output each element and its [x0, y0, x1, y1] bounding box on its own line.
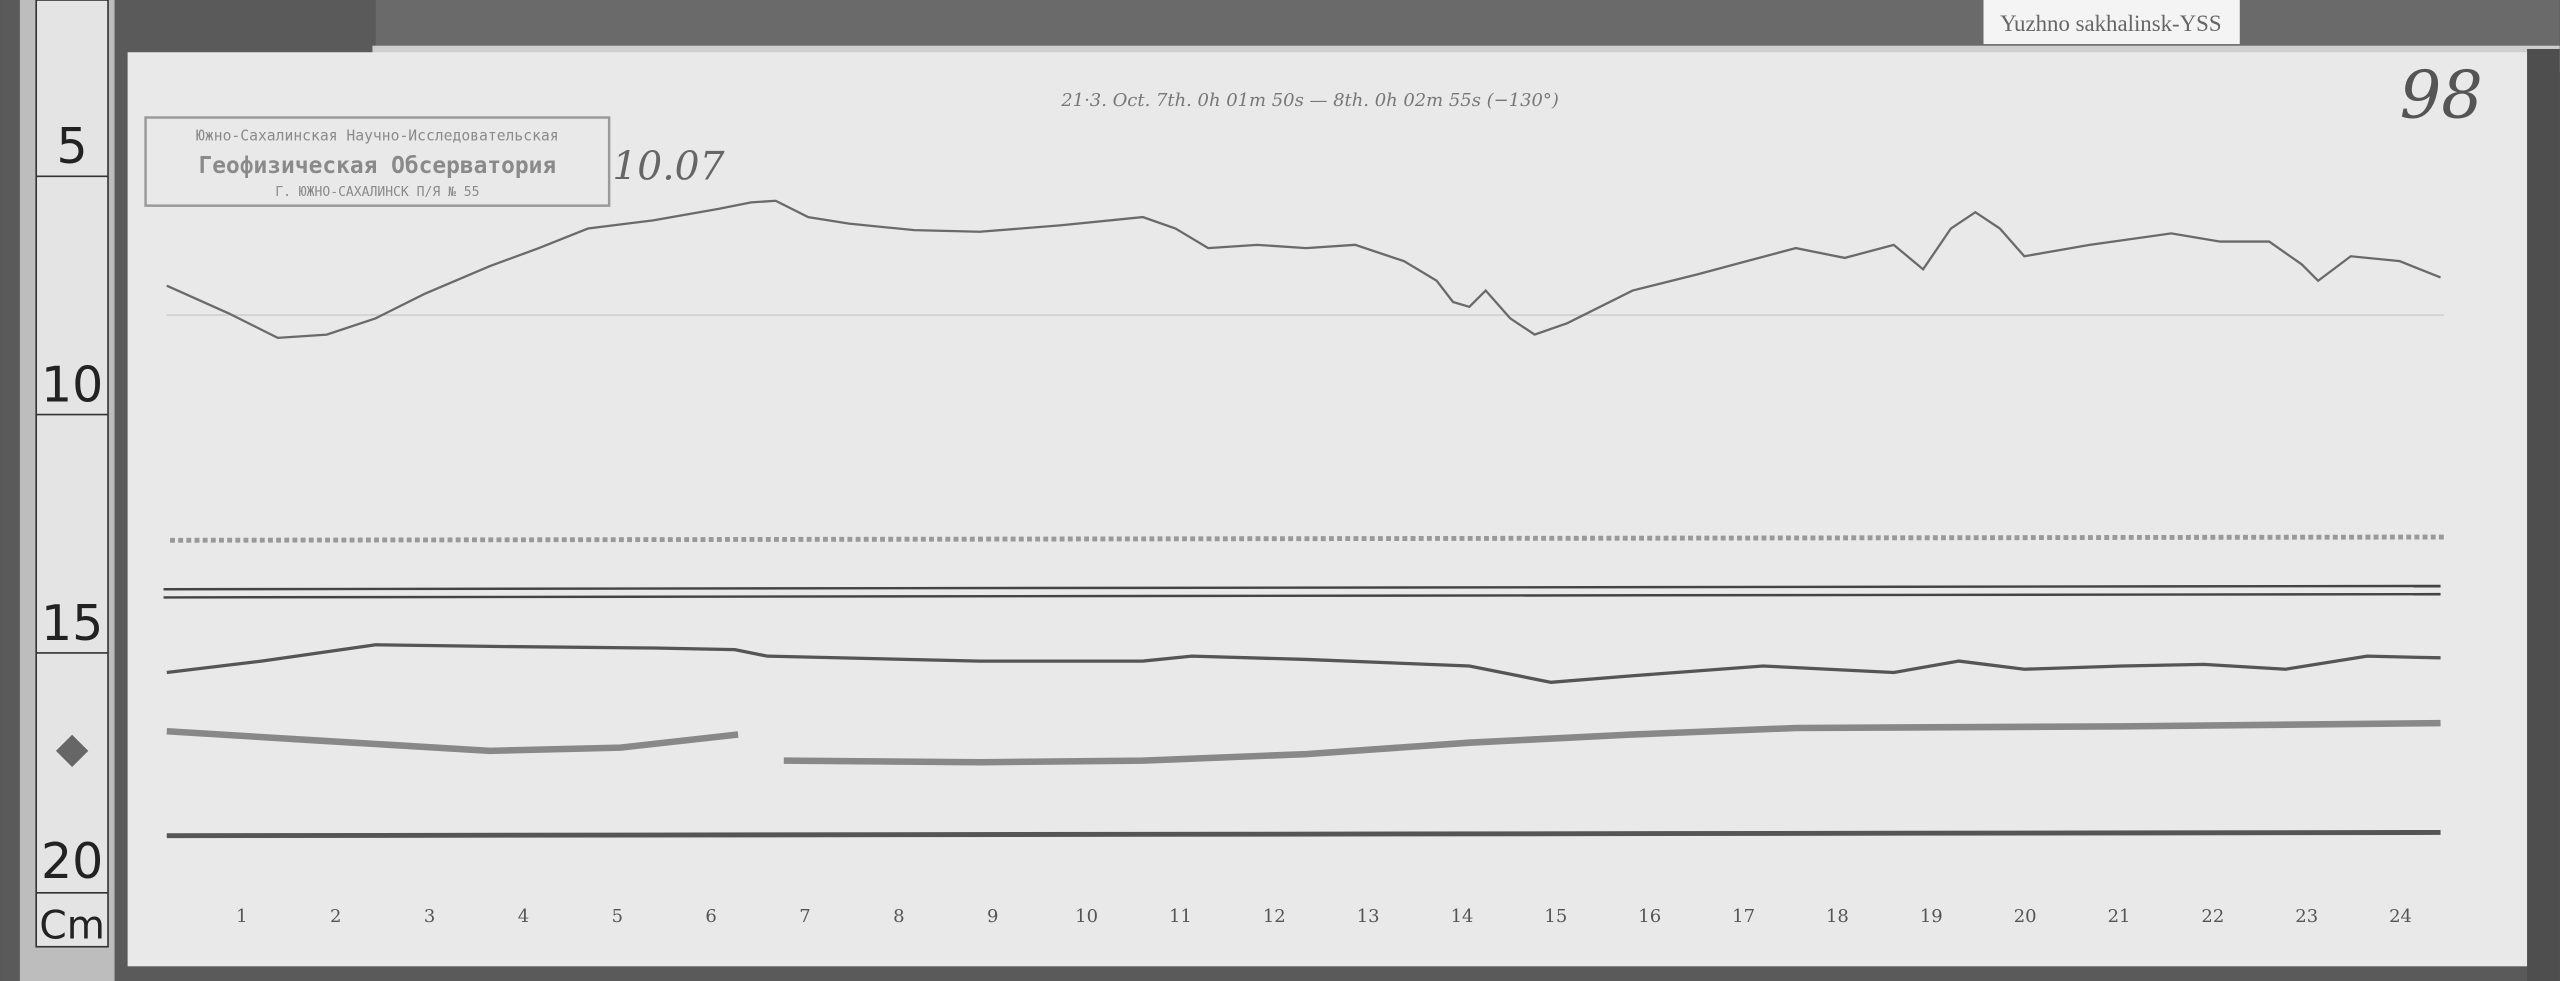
trace-middle — [166, 643, 2441, 684]
ruler-mark-10: 10 — [41, 357, 103, 414]
hour-label: 9 — [987, 906, 998, 927]
hour-label: 24 — [2389, 906, 2412, 927]
hour-label: 23 — [2295, 906, 2318, 927]
stamp-line-3: Г. ЮЖНО-САХАЛИНСК П/Я № 55 — [275, 185, 479, 200]
hour-label: 4 — [518, 906, 529, 927]
hour-label: 21 — [2108, 906, 2131, 927]
ruler-unit: Cm — [39, 904, 104, 949]
ruler-mark-20: 20 — [41, 833, 103, 890]
hour-label: 12 — [1263, 906, 1286, 927]
station-label-card — [1983, 0, 2240, 45]
hour-label: 14 — [1451, 906, 1474, 927]
handwritten-note: 21·3. Oct. 7th. 0h 01m 50s — 8th. 0h 02m… — [1060, 90, 1559, 111]
hour-label: 18 — [1826, 906, 1849, 927]
hour-label: 7 — [799, 906, 810, 927]
ruler-mark-15: 15 — [41, 595, 103, 652]
hour-label: 17 — [1732, 906, 1755, 927]
hour-label: 10 — [1075, 906, 1098, 927]
trace-top — [166, 199, 2441, 340]
hour-label: 19 — [1920, 906, 1943, 927]
hour-label: 20 — [2014, 906, 2037, 927]
hour-label: 11 — [1169, 906, 1192, 927]
hour-label: 8 — [893, 906, 904, 927]
ruler-mark-5: 5 — [57, 118, 88, 175]
hour-axis: 1 2 3 4 5 6 7 8 9 10 11 12 13 14 15 16 17 18 19 20 21 22 23 24 — [236, 906, 2412, 927]
reference-line-2a — [163, 584, 2441, 591]
hour-label: 6 — [705, 906, 716, 927]
hour-label: 2 — [330, 906, 341, 927]
hour-label: 16 — [1638, 906, 1661, 927]
baseline-bottom — [166, 830, 2441, 839]
ruler: 5 10 15 20 Cm — [19, 0, 115, 981]
reference-line-2b — [163, 592, 2441, 599]
stamp-line-1: Южно-Сахалинская Научно-Исследовательска… — [196, 127, 559, 144]
hour-label: 5 — [612, 906, 623, 927]
hour-label: 1 — [236, 906, 247, 927]
reference-line-1 — [170, 534, 2444, 543]
date-note: 10.07 — [612, 145, 724, 190]
sheet-number: 98 — [2400, 58, 2483, 134]
trace-lower-1 — [166, 728, 739, 755]
station-label: Yuzhno sakhalinsk-YSS — [2000, 11, 2221, 36]
hour-label: 13 — [1357, 906, 1380, 927]
hour-label: 3 — [424, 906, 435, 927]
observatory-stamp: Южно-Сахалинская Научно-Исследовательска… — [144, 116, 611, 207]
hour-label: 22 — [2201, 906, 2224, 927]
stamp-line-2: Геофизическая Обсерватория — [199, 153, 557, 179]
chart-paper — [127, 52, 2531, 967]
trace-lower-2 — [783, 719, 2441, 766]
hour-label: 15 — [1544, 906, 1567, 927]
